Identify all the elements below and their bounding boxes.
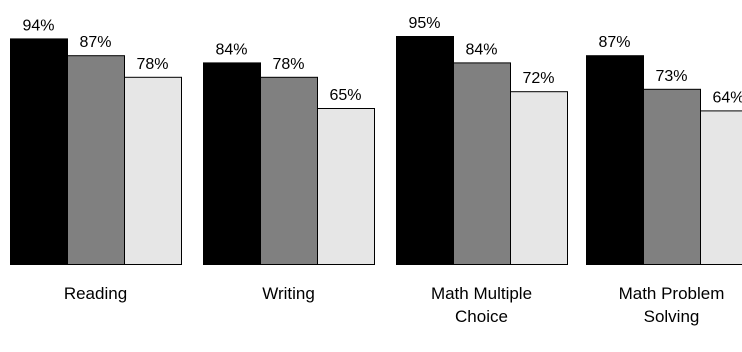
bar xyxy=(318,109,375,265)
bar xyxy=(11,39,68,265)
bar xyxy=(204,63,261,265)
bar-group: 95% 84% 72% Math Multiple Choice xyxy=(397,15,568,326)
data-label: 87% xyxy=(598,34,630,51)
bar xyxy=(68,56,125,265)
data-label: 84% xyxy=(465,41,497,58)
bar-group: 94% 87% 78% Reading xyxy=(11,17,182,303)
bar-group: 84% 78% 65% Writing xyxy=(204,41,375,303)
data-label: 78% xyxy=(136,56,168,73)
data-label: 78% xyxy=(272,56,304,73)
bar xyxy=(511,92,568,265)
data-label: 95% xyxy=(408,15,440,32)
bar xyxy=(644,89,701,264)
bar xyxy=(587,56,644,265)
data-label: 73% xyxy=(655,68,687,85)
data-label: 84% xyxy=(215,41,247,58)
category-label: Math Problem xyxy=(619,284,725,303)
bar xyxy=(701,111,742,265)
bar-group: 87% 73% 64% Math Problem Solving xyxy=(587,34,742,326)
data-label: 72% xyxy=(522,70,554,87)
category-label: Choice xyxy=(455,307,508,326)
data-label: 87% xyxy=(79,34,111,51)
data-label: 94% xyxy=(22,17,54,34)
category-label: Writing xyxy=(262,284,315,303)
category-label: Solving xyxy=(644,307,700,326)
category-label: Math Multiple xyxy=(431,284,532,303)
category-label: Reading xyxy=(64,284,127,303)
data-label: 65% xyxy=(329,87,361,104)
bar xyxy=(261,77,318,264)
data-label: 64% xyxy=(712,89,742,106)
bar xyxy=(454,63,511,265)
bar xyxy=(397,37,454,265)
bar xyxy=(125,77,182,264)
